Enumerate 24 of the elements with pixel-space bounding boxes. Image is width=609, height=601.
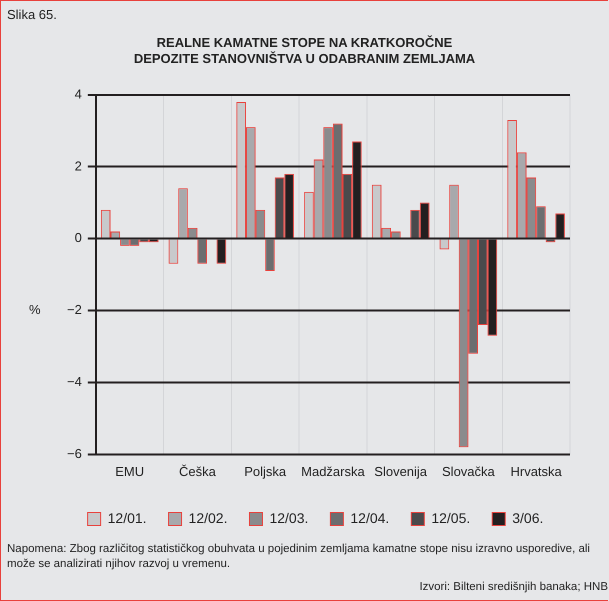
x-tick-label: Hrvatska [510, 464, 563, 479]
y-tick-label: −6 [66, 446, 82, 461]
y-tick-label: 0 [74, 230, 82, 246]
y-tick-label: −2 [66, 302, 82, 318]
y-tick-label: 4 [74, 86, 82, 102]
legend-label: 12/02. [188, 510, 228, 526]
x-tick-label: EMU [115, 464, 144, 479]
text: Izvori: Bilteni središnjih banaka; HNB [419, 581, 608, 593]
legend-label: 12/05. [431, 510, 470, 526]
legend-label: 12/04. [350, 510, 390, 526]
text: Napomena: Zbog različitog statističkog obuhvata u pojedinim zemljama kamatne stope nisu izravno usporedive, ali može se analizirati njihov razvoj u vremenu. [7, 542, 591, 572]
legend-label: 12/03. [269, 510, 308, 526]
x-tick-label: Češka [179, 464, 217, 479]
chart-title: REALNE KAMATNE STOPE NA KRATKOROČNE DEPOZITE STANOVNIŠTVA U ODABRANIM ZEMLJAMA [132, 35, 476, 67]
x-tick-label: Madžarska [301, 464, 366, 479]
x-tick-label: Slovenija [374, 464, 428, 479]
x-tick-label: Slovačka [442, 464, 496, 479]
x-tick-label: Poljska [244, 464, 287, 479]
y-tick-label: −4 [66, 374, 82, 390]
legend-label: 3/06. [512, 510, 544, 526]
text: Slika 65. [7, 7, 57, 22]
y-axis-title: % [29, 302, 41, 318]
legend-label: 12/01. [108, 510, 147, 526]
y-tick-label: 2 [74, 158, 82, 174]
